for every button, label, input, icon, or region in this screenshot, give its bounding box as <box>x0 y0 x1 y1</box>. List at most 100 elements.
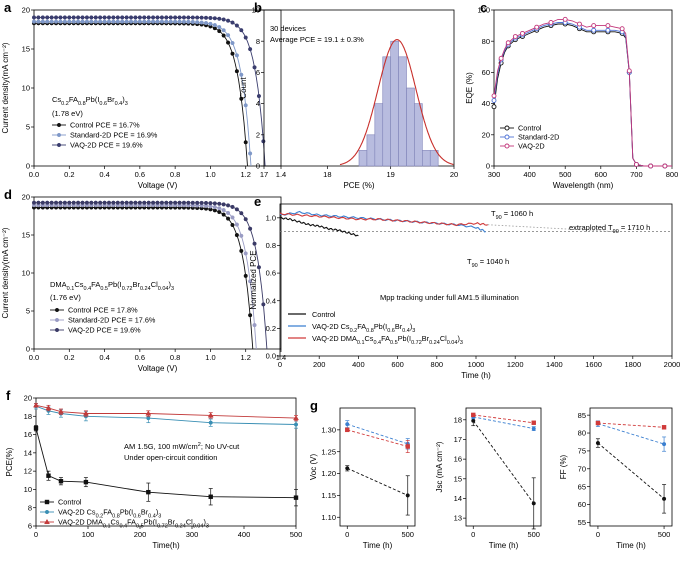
eqe-point-2 <box>520 30 525 36</box>
legend-label-d-1: Standard-2D PCE = 17.6% <box>68 316 156 325</box>
pce-point-f-0 <box>46 473 51 478</box>
annotation-t90-1710: extraploted T90 = 1710 h <box>569 223 650 235</box>
y-tick-label-a: 10 <box>22 84 30 93</box>
jv-point-a-2 <box>115 15 120 20</box>
jv-point-d-2 <box>208 201 213 206</box>
plot-f-frame <box>35 397 297 527</box>
jv-point-a-2 <box>49 15 54 20</box>
jv-point-a-2 <box>212 16 217 21</box>
x-axis-label-b: PCE (%) <box>343 181 374 190</box>
legend-label-f-1: VAQ-2D Cs0.2FA0.8Pb(I0.6Br0.4)3 <box>58 508 161 520</box>
y-tick-label-c: 60 <box>482 68 490 77</box>
jv-point-a-2 <box>190 15 195 20</box>
annotation-mpp: Mpp tracking under full AM1.5 illuminati… <box>380 293 519 302</box>
jv-point-d-2 <box>36 200 41 205</box>
x-axis-label-d: Voltage (V) <box>138 364 178 373</box>
composition-a-part: 0.2 <box>61 101 69 107</box>
pce-point-f-1 <box>293 422 299 427</box>
jv-point-a-2 <box>98 15 103 20</box>
annotation-average: Average PCE = 19.1 ± 0.3% <box>270 35 364 44</box>
x-tick-label-e: 1200 <box>507 360 524 369</box>
jv-point-d-2 <box>49 200 54 205</box>
jv-point-a-0 <box>234 69 239 74</box>
jv-point-a-0 <box>239 96 244 101</box>
jv-point-a-2 <box>40 15 45 20</box>
point-g2-0 <box>471 418 476 423</box>
jv-point-a-1 <box>230 40 235 46</box>
y-tick-label-f: 20 <box>24 394 32 403</box>
jv-point-a-2 <box>177 15 182 20</box>
composition-a-part: FA <box>69 95 78 104</box>
y-tick-label-g3: 60 <box>578 500 586 509</box>
y-axis-label-g2: Jsc (mA cm⁻²) <box>435 441 444 492</box>
jv-point-d-2 <box>221 202 226 207</box>
legend-label-f-2-part: FA <box>127 518 136 527</box>
plot-c-frame <box>493 9 673 167</box>
jv-point-a-1 <box>212 23 217 28</box>
x-tick-label-a: 0.6 <box>135 170 145 179</box>
jv-point-a-2 <box>124 15 129 20</box>
hist-bar-7 <box>414 103 423 167</box>
jv-point-a-2 <box>221 17 226 22</box>
jv-point-a-0 <box>226 40 231 45</box>
x-tick-label-b: 17 <box>260 170 268 179</box>
jv-point-a-2 <box>181 15 187 20</box>
jv-point-a-1 <box>80 19 85 24</box>
x-tick-label-a: 1.2 <box>240 170 250 179</box>
jv-point-d-2 <box>186 200 191 205</box>
legend-label-e-1-part: 0.6 <box>387 328 395 334</box>
x-tick-label-d: 0.4 <box>99 353 109 362</box>
x-tick-label-f: 200 <box>134 530 147 539</box>
jv-point-d-2 <box>124 200 129 205</box>
jv-point-d-2 <box>243 217 248 222</box>
composition-d-part: Pb(I <box>108 280 122 289</box>
jv-point-a-2 <box>67 15 72 20</box>
trend-line-g1-2 <box>347 429 408 447</box>
jv-point-a-2 <box>248 47 253 52</box>
pce-point-f-2 <box>58 408 64 414</box>
jv-point-d-0 <box>234 233 239 238</box>
legend-label-e-1-part: ) <box>410 322 412 331</box>
jv-point-d-2 <box>203 200 209 206</box>
legend-label-f-1-part: VAQ-2D Cs <box>58 508 96 517</box>
jv-point-a-1 <box>31 19 37 24</box>
jv-point-d-2 <box>120 200 125 205</box>
jv-point-a-2 <box>239 28 244 33</box>
jv-point-a-2 <box>234 23 239 28</box>
legend-label-f-1-part: ) <box>156 508 158 517</box>
legend-label-f-2-part: 0.72 <box>157 524 168 530</box>
pce-line-0 <box>35 428 297 499</box>
composition-a-part: 3 <box>125 101 128 107</box>
x-tick-label-f: 300 <box>186 530 199 539</box>
jv-point-d-2 <box>195 200 200 205</box>
eqe-point-2 <box>633 161 639 167</box>
x-axis-label-a: Voltage (V) <box>138 181 178 190</box>
y-axis-label-f: PCE(%) <box>5 447 14 476</box>
legend-label-e-2-part: Cl <box>440 334 447 343</box>
panel-label-b: b <box>254 0 262 15</box>
jv-curve-d-0 <box>34 207 254 350</box>
legend-label-f-2-part: 3 <box>206 524 209 530</box>
jv-point-d-1 <box>252 323 257 328</box>
legend-marker-c-1 <box>504 134 510 140</box>
x-tick-label-g3: 0 <box>596 530 600 539</box>
pce-line-2 <box>35 404 297 419</box>
y-axis-label-e: Normalized PCE <box>249 250 258 309</box>
x-tick-label-c: 600 <box>595 170 608 179</box>
jv-point-d-0 <box>243 273 248 278</box>
legend-label-f-1-part: Pb(I <box>120 508 133 517</box>
annotation-devices: 30 devices <box>270 24 306 33</box>
trend-line-g2-2 <box>473 414 534 424</box>
annotation-conditions-part: AM 1.5G, 100 mW/cm <box>124 442 198 451</box>
legend-label-e-2-part: 0.1 <box>357 340 365 346</box>
jv-point-a-1 <box>186 19 191 24</box>
panel-label-d: d <box>4 187 12 202</box>
y-tick-label-d: 20 <box>22 193 30 202</box>
jv-point-a-1 <box>142 19 147 24</box>
x-tick-label-c: 300 <box>488 170 501 179</box>
jv-point-a-1 <box>54 19 59 24</box>
jv-point-d-2 <box>62 200 67 205</box>
eqe-point-1 <box>591 27 597 33</box>
jv-point-a-1 <box>168 19 173 24</box>
legend-label-e-2-part: ) <box>457 334 459 343</box>
